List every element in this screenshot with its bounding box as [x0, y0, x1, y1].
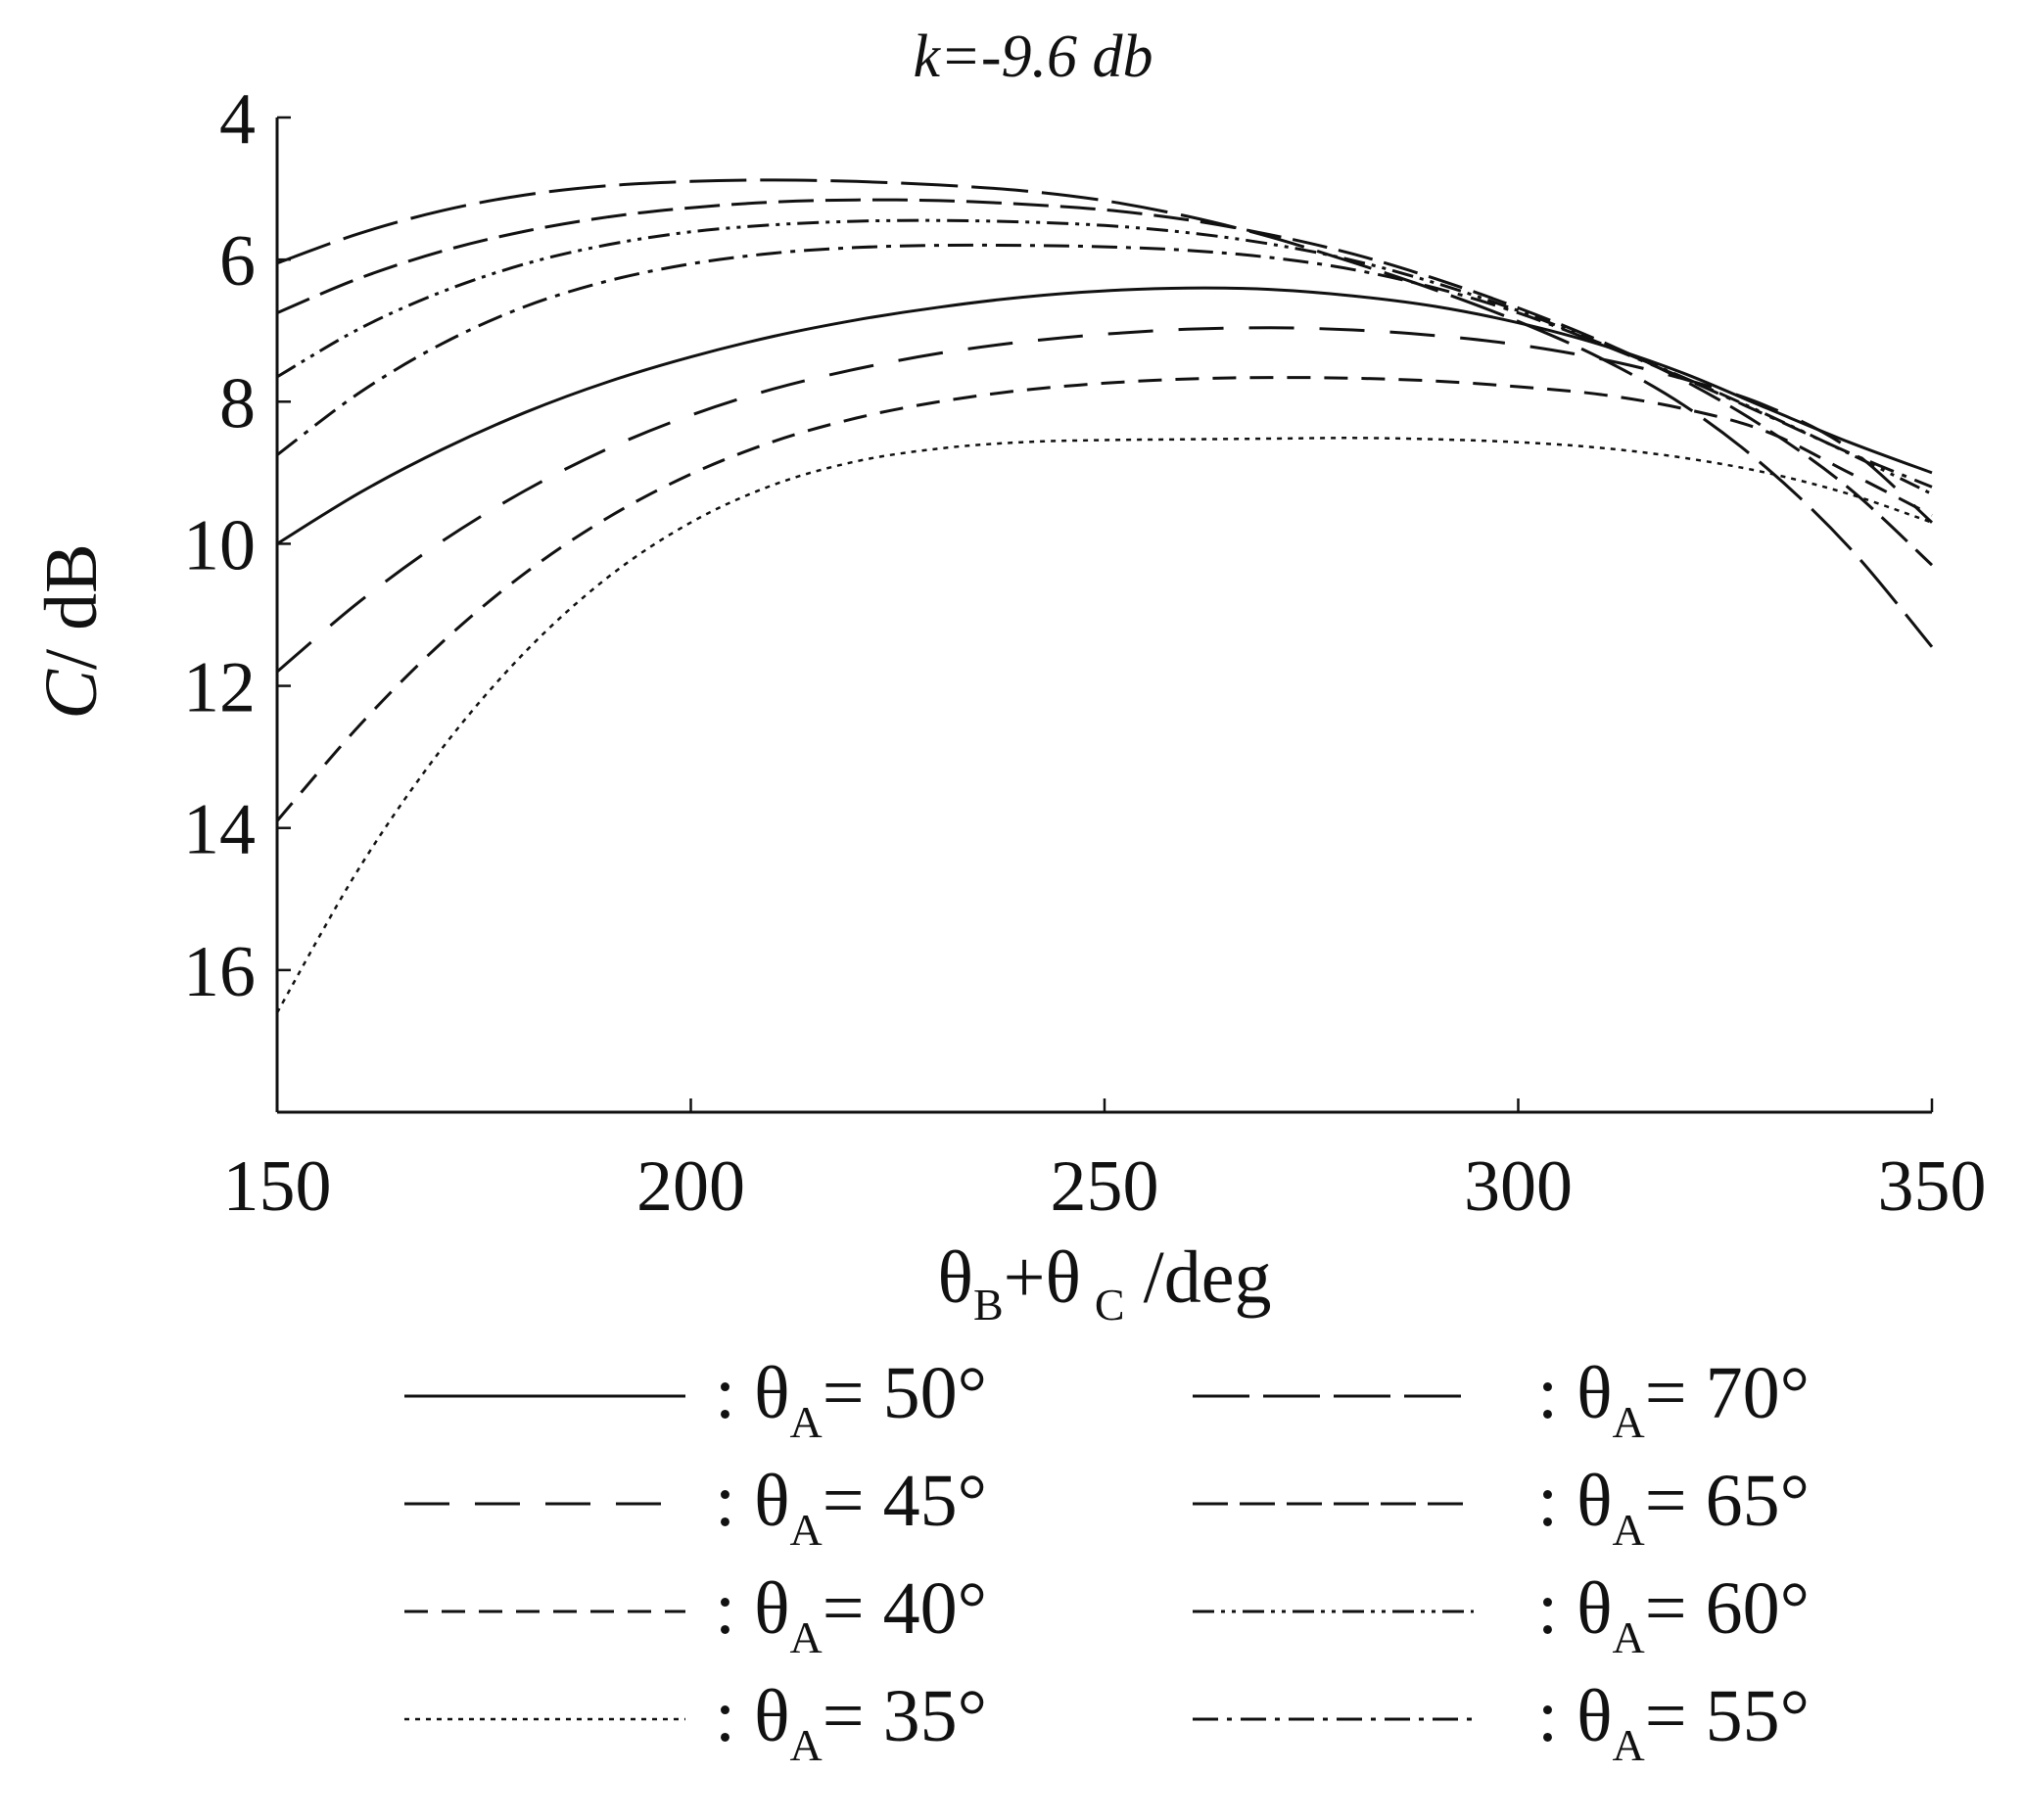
legend: : θA= 50° : θA= 45° : θA= 40° : θA= 35° : θA…	[404, 1352, 1810, 1770]
x-tick-label: 250	[1051, 1146, 1159, 1227]
axes	[275, 117, 1932, 1114]
series-line-5	[276, 178, 1934, 648]
chart-title: k=-9.6 db	[913, 23, 1153, 90]
x-tick-label: 350	[1878, 1146, 1987, 1227]
legend-entry-label: : θA= 50°	[715, 1352, 987, 1447]
y-tick-label: 14	[183, 790, 256, 870]
x-tick-label: 150	[223, 1146, 332, 1227]
legend-entry-label: : θA= 55°	[1537, 1675, 1810, 1770]
y-tick-label: 12	[183, 648, 256, 728]
legend-entry-label: : θA= 60°	[1537, 1567, 1810, 1662]
x-label-theta: θ	[938, 1237, 973, 1319]
legend-entry-label: : θA= 65°	[1537, 1460, 1810, 1555]
series-line-1	[276, 286, 1933, 545]
series-line-4	[275, 437, 1933, 1014]
y-label-italic: C	[30, 669, 113, 720]
x-tick-label: 200	[636, 1146, 745, 1227]
series-lines	[275, 178, 1934, 1014]
y-label-unit: / dB	[30, 543, 113, 670]
series-line-7	[276, 218, 1933, 495]
x-label-sub-c: C	[1095, 1280, 1125, 1330]
series-line-8	[276, 243, 1933, 489]
y-tick-label: 8	[219, 363, 256, 443]
y-tick-label: 4	[219, 79, 256, 160]
series-line-3	[275, 376, 1933, 822]
y-tick-label: 6	[219, 221, 256, 302]
x-tick-label: 300	[1464, 1146, 1573, 1227]
legend-entry-label: : θA= 70°	[1537, 1352, 1810, 1447]
y-tick-label: 10	[183, 505, 256, 585]
ticks: 150 200 250 300 350 4 6 8 10 12 14 16	[183, 79, 1987, 1227]
x-label-unit: /deg	[1125, 1237, 1272, 1319]
x-axis-label: θB+θ C /deg	[938, 1237, 1272, 1330]
legend-entry-label: : θA= 40°	[715, 1567, 987, 1662]
legend-entry-label: : θA= 45°	[715, 1460, 987, 1555]
series-line-2	[276, 326, 1933, 674]
y-tick-label: 16	[183, 932, 256, 1012]
x-label-sub-b: B	[973, 1280, 1004, 1330]
x-label-plus-theta: +θ	[1004, 1237, 1081, 1319]
legend-entry-label: : θA= 35°	[715, 1675, 987, 1770]
y-axis-label: C/ dB	[30, 543, 113, 720]
